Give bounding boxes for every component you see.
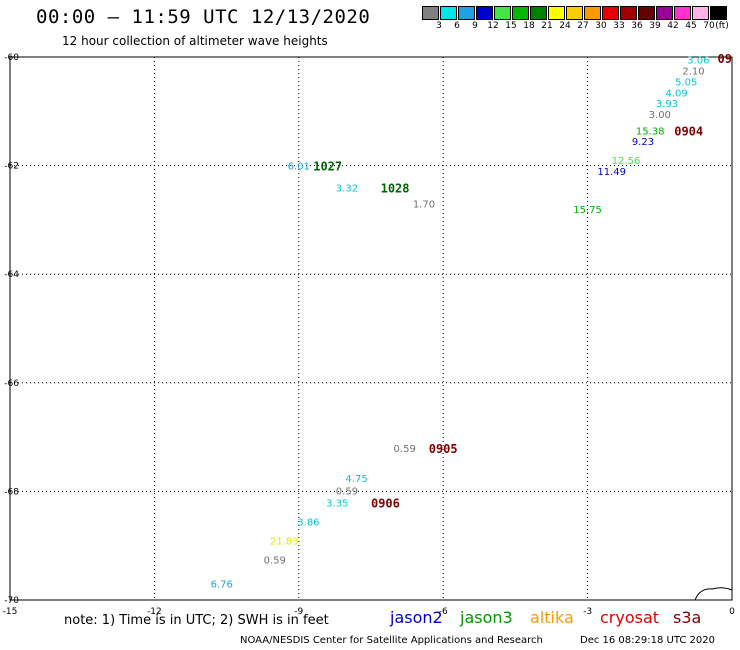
wave-height-point: 3.35 <box>326 498 348 509</box>
colorbar-label: 24 <box>559 21 571 31</box>
colorbar-label: 27 <box>577 21 589 31</box>
pass-time-label: 1028 <box>381 181 410 195</box>
colorbar-swatch <box>440 6 457 20</box>
wave-height-point: 3.32 <box>336 183 358 194</box>
wave-height-point: 3.06 <box>687 56 709 67</box>
colorbar-label: 39 <box>649 21 661 31</box>
colorbar-label: 6 <box>454 21 460 31</box>
chart-title: 00:00 – 11:59 UTC 12/13/2020 <box>36 6 371 28</box>
colorbar-swatch <box>476 6 493 20</box>
pass-time-label: 0904 <box>674 124 703 138</box>
legend-item-jason2: jason2 <box>390 608 443 627</box>
colorbar-swatch <box>566 6 583 20</box>
colorbar-label: 3 <box>436 21 442 31</box>
colorbar-label: 21 <box>541 21 553 31</box>
pass-time-label: 0905 <box>429 442 458 456</box>
generated-timestamp: Dec 16 08:29:18 UTC 2020 <box>580 635 715 646</box>
wave-height-point: 6.76 <box>211 580 233 591</box>
colorbar-swatch <box>512 6 529 20</box>
colorbar-label: 9 <box>472 21 478 31</box>
colorbar-label: 18 <box>523 21 535 31</box>
colorbar-unit: (ft) <box>715 21 729 31</box>
wave-height-point: 5.05 <box>675 77 697 88</box>
colorbar-label: 12 <box>487 21 499 31</box>
wave-height-point: 1.70 <box>413 200 435 211</box>
wave-height-point: 3.86 <box>297 517 319 528</box>
colorbar-swatch <box>638 6 655 20</box>
colorbar-label: 30 <box>595 21 607 31</box>
colorbar-swatch <box>584 6 601 20</box>
colorbar-swatch <box>674 6 691 20</box>
x-tick-label: -12 <box>147 607 162 617</box>
pass-time-label: 0906 <box>371 496 400 510</box>
colorbar-label: 45 <box>685 21 697 31</box>
wave-height-point: 15.75 <box>573 205 602 216</box>
credit-line: NOAA/NESDIS Center for Satellite Applica… <box>240 635 543 646</box>
colorbar-swatch <box>458 6 475 20</box>
wave-height-point: 4.75 <box>345 474 367 485</box>
colorbar-label: 70 <box>703 21 715 31</box>
x-tick-label: -3 <box>583 607 592 617</box>
coastline <box>694 587 733 601</box>
wave-height-point: 21.83 <box>270 536 299 547</box>
pass-time-label: 09 <box>718 52 732 66</box>
wave-height-point: 12.56 <box>612 156 641 167</box>
wave-height-point: 4.09 <box>666 88 688 99</box>
wave-height-point: 11.49 <box>597 167 626 178</box>
wave-height-point: 3.00 <box>649 110 671 121</box>
wave-height-point: 3.93 <box>656 99 678 110</box>
y-tick-label: -64 <box>4 270 19 280</box>
wave-height-point: 0.59 <box>264 555 286 566</box>
pass-time-label: 1027 <box>313 160 342 174</box>
legend-item-jason3: jason3 <box>460 608 513 627</box>
legend-item-s3a: s3a <box>673 608 702 627</box>
colorbar-swatch <box>548 6 565 20</box>
colorbar-label: 36 <box>631 21 643 31</box>
colorbar-swatch <box>602 6 619 20</box>
x-tick-label: -6 <box>439 607 448 617</box>
chart-subtitle: 12 hour collection of altimeter wave hei… <box>62 34 328 48</box>
colorbar-swatch <box>530 6 547 20</box>
colorbar-swatch <box>620 6 637 20</box>
colorbar-swatch <box>710 6 727 20</box>
x-tick-label: -15 <box>3 607 18 617</box>
wave-height-point: 2.10 <box>682 67 704 78</box>
y-tick-label: -60 <box>4 53 19 63</box>
y-tick-label: -68 <box>4 487 19 497</box>
wave-height-point: 0.59 <box>336 486 358 497</box>
colorbar-swatch <box>692 6 709 20</box>
colorbar-label: 15 <box>505 21 517 31</box>
legend-item-cryosat: cryosat <box>600 608 660 627</box>
wave-height-point: 6.01 <box>288 162 310 173</box>
colorbar-label: 33 <box>613 21 625 31</box>
colorbar-swatches <box>422 6 728 20</box>
wave-height-point: 15.38 <box>636 126 665 137</box>
colorbar-swatch <box>494 6 511 20</box>
wave-height-point: 0.59 <box>394 444 416 455</box>
plot-frame <box>9 56 733 601</box>
colorbar-swatch <box>656 6 673 20</box>
colorbar-swatch <box>422 6 439 20</box>
x-tick-label: 0 <box>729 607 735 617</box>
legend-item-altika: altika <box>530 608 574 627</box>
wave-height-point: 9.23 <box>632 137 654 148</box>
y-tick-label: -66 <box>4 379 19 389</box>
y-tick-label: -70 <box>4 596 19 606</box>
footnote: note: 1) Time is in UTC; 2) SWH is in fe… <box>64 613 329 628</box>
x-tick-label: -9 <box>294 607 303 617</box>
colorbar-label: 42 <box>667 21 679 31</box>
y-tick-label: -62 <box>4 162 19 172</box>
